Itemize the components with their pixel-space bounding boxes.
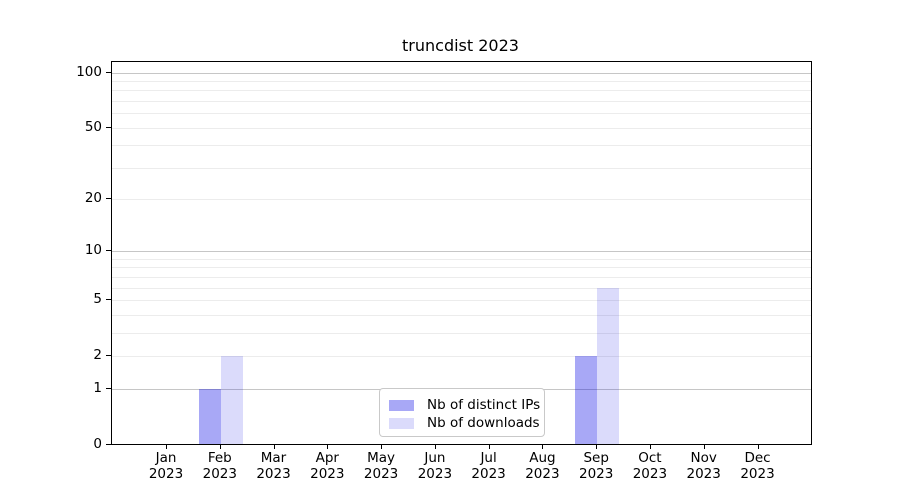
y-tick-mark	[106, 71, 111, 73]
x-tick-year: 2023	[256, 466, 291, 482]
x-tick-label: Sep 2023	[568, 450, 624, 482]
minor-gridline	[112, 90, 811, 92]
minor-gridline	[112, 287, 811, 289]
x-tick-year: 2023	[148, 466, 184, 482]
plot-area	[111, 61, 812, 445]
x-tick-label: Feb 2023	[192, 450, 248, 482]
x-tick-mark	[488, 445, 490, 449]
x-tick-month: Nov	[690, 450, 717, 466]
minor-gridline	[112, 300, 811, 302]
minor-gridline	[112, 267, 811, 269]
x-tick-mark	[219, 445, 221, 449]
major-gridline	[112, 72, 811, 74]
x-tick-month: Sep	[583, 450, 609, 466]
legend-item: Nb of distinct IPs	[380, 396, 544, 414]
legend-label: Nb of distinct IPs	[427, 397, 541, 413]
minor-gridline	[112, 167, 811, 169]
bar-nb-of-distinct-ips-sep	[575, 355, 597, 444]
minor-gridline	[112, 113, 811, 115]
x-tick-label: Jun 2023	[407, 450, 463, 482]
x-tick-year: 2023	[310, 466, 345, 482]
x-tick-year: 2023	[686, 466, 721, 482]
legend-swatch	[389, 417, 414, 429]
bar-nb-of-distinct-ips-feb	[199, 388, 221, 444]
x-tick-mark	[703, 445, 705, 449]
x-tick-year: 2023	[632, 466, 668, 482]
x-tick-mark	[542, 445, 544, 449]
legend: Nb of distinct IPs Nb of downloads	[379, 388, 545, 437]
x-tick-month: Oct	[638, 450, 662, 466]
x-tick-label: Jul 2023	[461, 450, 517, 482]
x-tick-label: Dec 2023	[730, 450, 786, 482]
minor-gridline	[112, 127, 811, 129]
y-tick-label: 2	[93, 346, 102, 363]
x-tick-mark	[434, 445, 436, 449]
x-tick-month: Jun	[424, 450, 446, 466]
minor-gridline	[112, 258, 811, 260]
x-tick-label: Oct 2023	[622, 450, 678, 482]
y-tick-mark	[106, 250, 111, 252]
y-tick-label: 10	[84, 242, 102, 259]
minor-gridline	[112, 314, 811, 316]
y-tick-label: 50	[84, 118, 102, 135]
y-tick-mark	[106, 354, 111, 356]
y-tick-label: 5	[93, 291, 102, 308]
y-tick-label: 1	[93, 379, 102, 396]
minor-gridline	[112, 276, 811, 278]
x-tick-mark	[381, 445, 383, 449]
x-tick-year: 2023	[525, 466, 560, 482]
x-tick-year: 2023	[740, 466, 775, 482]
minor-gridline	[112, 145, 811, 147]
x-tick-label: Nov 2023	[676, 450, 732, 482]
x-tick-month: Aug	[529, 450, 556, 466]
y-tick-mark	[106, 198, 111, 200]
x-tick-mark	[649, 445, 651, 449]
legend-swatch	[389, 399, 414, 411]
minor-gridline	[112, 80, 811, 82]
y-tick-mark	[106, 387, 111, 389]
x-tick-label: Mar 2023	[246, 450, 302, 482]
x-tick-mark	[166, 445, 167, 449]
minor-gridline	[112, 100, 811, 102]
x-tick-mark	[327, 445, 329, 449]
y-tick-label: 20	[84, 190, 102, 207]
x-tick-month: Dec	[744, 450, 771, 466]
x-tick-mark	[757, 445, 759, 449]
chart-title: truncdist 2023	[402, 36, 519, 55]
x-tick-label: Aug 2023	[514, 450, 570, 482]
x-tick-month: Jan	[155, 450, 177, 466]
minor-gridline	[112, 355, 811, 357]
x-tick-month: May	[367, 450, 396, 466]
x-tick-label: Apr 2023	[299, 450, 355, 482]
bar-nb-of-downloads-feb	[221, 355, 243, 444]
x-tick-month: Apr	[315, 450, 339, 466]
y-tick-label: 0	[93, 435, 102, 452]
x-tick-label: Jan 2023	[138, 450, 194, 482]
x-tick-mark	[273, 445, 275, 449]
legend-item: Nb of downloads	[380, 414, 544, 432]
legend-label: Nb of downloads	[427, 415, 540, 431]
bar-nb-of-downloads-sep	[597, 287, 619, 444]
x-tick-year: 2023	[471, 466, 506, 482]
y-tick-mark	[106, 126, 111, 128]
y-tick-label: 100	[76, 63, 102, 80]
x-tick-year: 2023	[417, 466, 453, 482]
x-tick-month: Jul	[480, 450, 497, 466]
major-gridline	[112, 251, 811, 253]
x-tick-year: 2023	[579, 466, 614, 482]
x-tick-year: 2023	[363, 466, 399, 482]
y-tick-mark	[106, 299, 111, 301]
y-tick-mark	[106, 443, 111, 445]
x-tick-year: 2023	[202, 466, 237, 482]
minor-gridline	[112, 332, 811, 334]
minor-gridline	[112, 199, 811, 201]
x-tick-mark	[596, 445, 598, 449]
x-tick-label: May 2023	[353, 450, 409, 482]
x-tick-month: Feb	[207, 450, 232, 466]
x-tick-month: Mar	[260, 450, 287, 466]
